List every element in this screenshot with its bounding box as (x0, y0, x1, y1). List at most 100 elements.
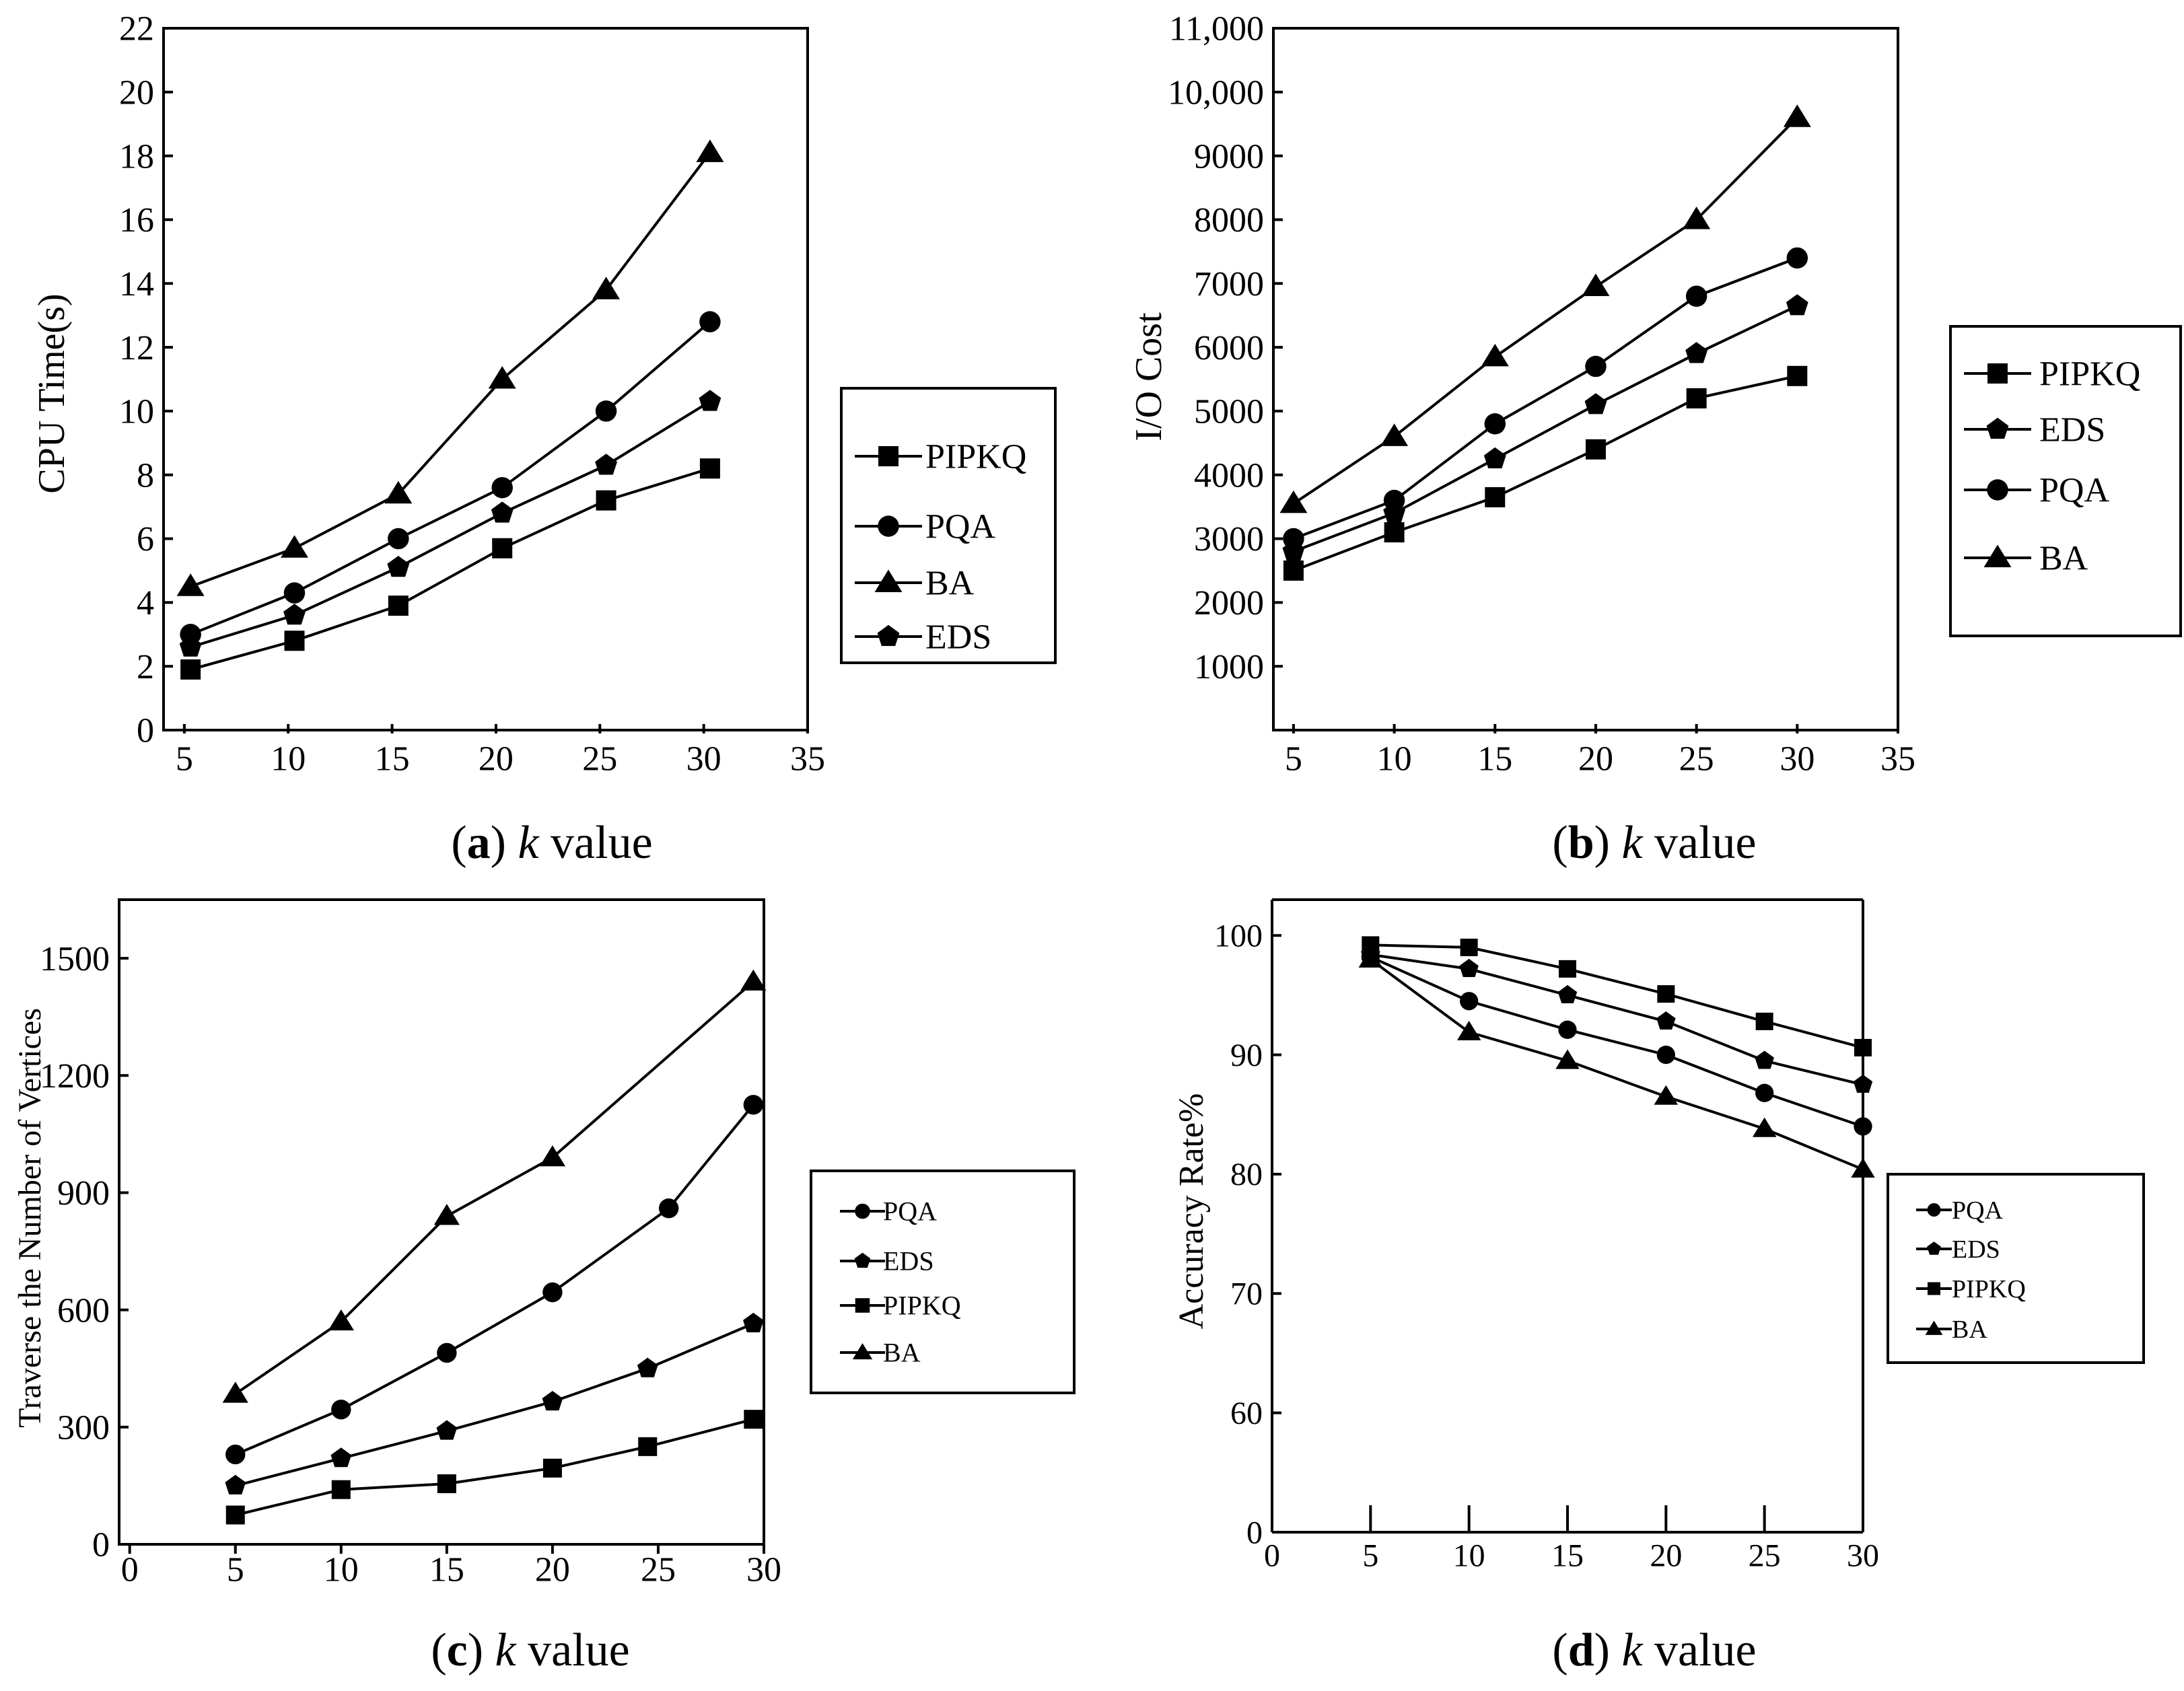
data-point-eds (1557, 984, 1578, 1003)
legend-marker (1987, 363, 2008, 384)
y-tick-label: 600 (57, 1291, 110, 1330)
caption-open: ( (451, 817, 466, 869)
data-point-eds (1584, 393, 1607, 415)
caption-text: value (539, 817, 653, 869)
y-tick-label: 6 (137, 520, 154, 559)
x-tick-label: 20 (479, 740, 514, 779)
legend-item-ba: BA (1916, 1316, 1987, 1344)
data-point-pqa (491, 476, 513, 499)
y-tick-label: 20 (119, 73, 154, 112)
series-ba (1358, 947, 1875, 1178)
x-tick-label: 15 (1551, 1538, 1584, 1573)
x-tick-label: 30 (1780, 740, 1815, 779)
legend-item-ba: BA (1964, 540, 2088, 578)
legend-item-pipkq: PIPKQ (855, 438, 1026, 476)
series-pipkq (225, 1410, 763, 1525)
caption-close: ) (1594, 1624, 1622, 1676)
data-point-pipkq (180, 659, 201, 680)
data-point-ba (1683, 206, 1711, 229)
x-tick-label: 10 (324, 1551, 359, 1589)
data-point-pqa (283, 582, 306, 604)
series-line-eds (1293, 304, 1798, 553)
series-pqa (1361, 947, 1872, 1136)
y-tick-label: 12 (119, 329, 154, 367)
y-tick-label: 900 (57, 1174, 110, 1213)
y-tick-label: 10 (119, 393, 154, 431)
legend-marker (854, 1252, 871, 1268)
y-axis-label: I/O Cost (1128, 312, 1170, 441)
y-tick-label: 8000 (1194, 201, 1264, 240)
x-tick-label: 15 (375, 740, 410, 779)
series-eds (1361, 944, 1873, 1093)
legend-label: PQA (883, 1196, 937, 1227)
data-point-eds (743, 1312, 764, 1332)
y-tick-label: 16 (119, 201, 154, 240)
x-tick-label: 10 (1453, 1538, 1485, 1573)
legend-label: PQA (1952, 1196, 2004, 1225)
x-tick-label: 5 (1362, 1538, 1378, 1573)
data-point-pipkq (1585, 439, 1606, 460)
y-tick-label: 10,000 (1168, 73, 1264, 112)
legend-item-ba: BA (855, 565, 975, 603)
series-line-eds (1370, 953, 1864, 1086)
legend-label: PIPKQ (925, 438, 1026, 476)
caption-letter: a (467, 817, 491, 869)
x-tick-label: 25 (641, 1551, 676, 1589)
data-point-pipkq (388, 596, 409, 616)
legend-item-pipkq: PIPKQ (1964, 355, 2140, 394)
data-point-pipkq (1686, 388, 1707, 408)
y-tick-label: 2 (137, 648, 154, 686)
data-point-eds (637, 1357, 658, 1377)
x-tick-label: 20 (535, 1551, 570, 1589)
data-point-ba (1752, 1117, 1777, 1137)
x-tick-label: 25 (1749, 1538, 1781, 1573)
data-point-ba (222, 1381, 248, 1403)
data-point-pqa (1685, 285, 1707, 307)
legend-label: EDS (1952, 1235, 2000, 1264)
data-point-ba (384, 480, 413, 504)
data-point-ba (176, 573, 205, 596)
legend-label: EDS (2039, 411, 2105, 449)
x-tick-label: 10 (1377, 740, 1412, 779)
series-eds (1282, 294, 1808, 561)
caption-close: ) (468, 1624, 495, 1676)
x-tick-label: 35 (1880, 740, 1915, 779)
series-line-ba (1370, 958, 1864, 1171)
x-tick-label: 15 (429, 1551, 464, 1589)
series-ba (176, 139, 724, 596)
y-tick-label: 7000 (1194, 265, 1264, 303)
x-tick-label: 5 (176, 740, 193, 779)
data-point-ba (328, 1309, 354, 1331)
panel-caption: (c) k value (431, 1624, 629, 1676)
x-tick-label: 5 (227, 1551, 244, 1589)
data-point-eds (595, 454, 617, 475)
data-point-pqa (437, 1342, 457, 1363)
legend-item-pqa: PQA (1916, 1196, 2004, 1225)
data-point-eds (387, 556, 410, 577)
series-line-pqa (1293, 256, 1798, 540)
chart-panel-d: 0 60 70 80 90 100 0 5 10 15 20 25 30 Accuracy Rate% PQ… (1172, 898, 2145, 1676)
data-point-pipkq (744, 1410, 763, 1429)
data-point-pqa (1283, 528, 1304, 550)
data-point-pipkq (699, 458, 720, 479)
data-point-pqa (225, 1444, 246, 1465)
y-tick-label: 14 (119, 265, 154, 303)
plot-frame (1272, 27, 1899, 731)
chart-panel-a: 0 2 4 6 8 10 12 14 16 18 20 22 5 10 15 20 25 30 35 CPU Time… (31, 10, 1057, 869)
data-point-ba (539, 1145, 566, 1167)
y-tick-label: 3000 (1194, 520, 1264, 559)
legend-label: PQA (925, 508, 995, 546)
legend-marker (1927, 1242, 1941, 1255)
data-point-pipkq (542, 1458, 562, 1478)
legend-item-eds: EDS (855, 618, 991, 657)
data-point-pipkq (331, 1480, 351, 1499)
y-tick-label: 70 (1230, 1276, 1263, 1312)
series-pqa (225, 1095, 763, 1465)
x-tick-label: 20 (1650, 1538, 1682, 1573)
legend-marker (878, 446, 899, 466)
y-tick-label: 8 (137, 456, 154, 495)
data-point-eds (1483, 447, 1506, 468)
series-line-ba (1292, 116, 1798, 505)
y-tick-label: 1000 (1194, 648, 1264, 686)
y-axis-label: Accuracy Rate% (1172, 1093, 1211, 1330)
